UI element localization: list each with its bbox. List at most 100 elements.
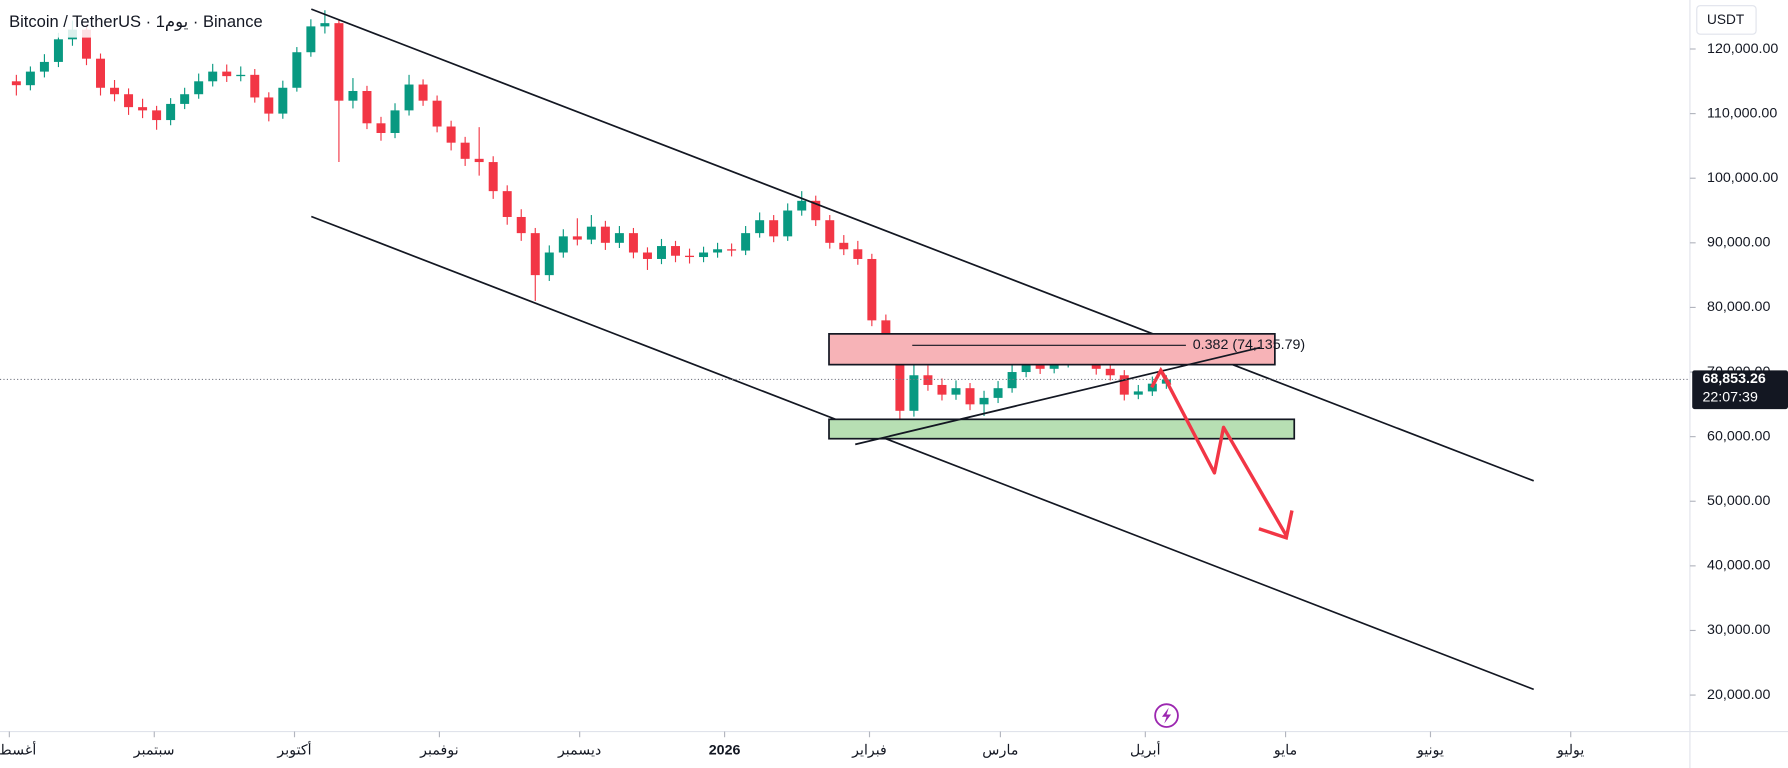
candle-body bbox=[600, 226, 610, 243]
candle-body bbox=[124, 94, 134, 108]
candle-body bbox=[96, 58, 105, 88]
resistance-zone bbox=[828, 333, 1276, 366]
currency-label: USDT bbox=[1707, 12, 1745, 27]
candle-body bbox=[685, 255, 695, 258]
candle-body bbox=[236, 74, 246, 77]
fib-label: 0.382 (74,135.79) bbox=[1193, 337, 1305, 353]
y-tick-label: 60,000.00 bbox=[1707, 428, 1770, 444]
candle-body bbox=[208, 71, 218, 82]
candle-body bbox=[614, 233, 624, 243]
candle-body bbox=[867, 258, 877, 321]
candle-body bbox=[713, 249, 723, 253]
candle-body bbox=[194, 81, 204, 95]
candle-body bbox=[25, 71, 35, 86]
x-tick-label: أكتوبر bbox=[276, 740, 311, 759]
candle-body bbox=[138, 107, 148, 111]
x-tick-label: أبريل bbox=[1130, 740, 1161, 759]
candle-body bbox=[811, 200, 821, 221]
last-price-label: 68,853.26 bbox=[1702, 371, 1765, 387]
candle-body bbox=[572, 236, 582, 240]
candle-body bbox=[222, 71, 232, 77]
candle-body bbox=[404, 84, 414, 111]
title-bg bbox=[0, 5, 286, 38]
candle-body bbox=[502, 191, 512, 217]
channel-lower bbox=[310, 215, 1535, 691]
candle-body bbox=[292, 52, 302, 88]
candle-body bbox=[586, 226, 596, 240]
chart-title: Bitcoin / TetherUS · 1يوم · Binance bbox=[9, 12, 263, 32]
candle-body bbox=[755, 220, 765, 234]
last-price-box bbox=[1692, 370, 1788, 410]
candle-body bbox=[390, 110, 400, 133]
candle-body bbox=[418, 84, 428, 101]
candle-body bbox=[348, 90, 358, 101]
candle-body bbox=[278, 87, 288, 114]
y-tick-label: 50,000.00 bbox=[1707, 493, 1770, 509]
candle-body bbox=[53, 39, 63, 62]
candle-body bbox=[1119, 375, 1129, 395]
candle-body bbox=[825, 220, 835, 243]
x-tick-label: فبراير bbox=[851, 743, 887, 759]
projection-arrow bbox=[1159, 369, 1288, 537]
x-tick-label: ديسمبر bbox=[557, 743, 601, 759]
candle-body bbox=[951, 388, 961, 395]
candle-body bbox=[558, 236, 568, 253]
candle-body bbox=[797, 200, 807, 211]
candle-body bbox=[642, 252, 652, 259]
x-tick-label: يوليو bbox=[1556, 743, 1584, 759]
countdown-label: 22:07:39 bbox=[1702, 389, 1758, 405]
trend-line bbox=[855, 346, 1261, 446]
arrow-head bbox=[1150, 366, 1172, 389]
event-icon-bolt bbox=[1161, 707, 1172, 724]
candle-body bbox=[909, 375, 919, 411]
candle-body bbox=[516, 216, 526, 234]
candle-body bbox=[152, 110, 162, 121]
y-tick-label: 120,000.00 bbox=[1707, 41, 1778, 57]
x-tick-label: مارس bbox=[982, 743, 1018, 759]
support-zone bbox=[828, 418, 1296, 440]
candle-body bbox=[1105, 368, 1115, 376]
x-tick-label: نوفمبر bbox=[419, 743, 459, 759]
candle-body bbox=[853, 249, 863, 259]
event-icon[interactable] bbox=[1154, 703, 1179, 728]
candle-body bbox=[180, 94, 190, 104]
candle-body bbox=[110, 87, 120, 95]
candle-body bbox=[965, 388, 975, 405]
y-tick-label: 40,000.00 bbox=[1707, 558, 1770, 574]
candle-body bbox=[727, 249, 737, 251]
candle-body bbox=[166, 103, 176, 121]
candle-body bbox=[460, 142, 470, 159]
candle-body bbox=[923, 375, 933, 385]
candle-body bbox=[432, 100, 442, 127]
x-tick-label: مايو bbox=[1273, 743, 1297, 759]
candle-body bbox=[11, 81, 21, 86]
candle-body bbox=[741, 233, 751, 251]
candle-body bbox=[769, 220, 779, 237]
candle-body bbox=[993, 388, 1003, 398]
candle-body bbox=[895, 346, 905, 411]
y-tick-label: 100,000.00 bbox=[1707, 170, 1778, 186]
candle-body bbox=[1007, 372, 1017, 389]
y-tick-label: 20,000.00 bbox=[1707, 687, 1770, 703]
currency-button[interactable] bbox=[1696, 5, 1757, 35]
y-tick-label: 80,000.00 bbox=[1707, 299, 1770, 315]
channel-upper bbox=[310, 8, 1535, 482]
y-tick-label: 90,000.00 bbox=[1707, 235, 1770, 251]
x-tick-label: سبتمبر bbox=[133, 743, 175, 759]
candle-body bbox=[783, 210, 793, 237]
candle-body bbox=[446, 126, 456, 143]
y-tick-label: 110,000.00 bbox=[1707, 105, 1777, 121]
candle-body bbox=[544, 252, 554, 276]
arrow-head bbox=[1258, 510, 1294, 541]
candle-body bbox=[264, 97, 274, 114]
drawings bbox=[310, 8, 1535, 691]
x-tick-label: 2026 bbox=[709, 743, 741, 759]
candle-body bbox=[530, 233, 540, 276]
candle-body bbox=[671, 246, 680, 256]
candle-body bbox=[474, 158, 484, 163]
candle-body bbox=[979, 397, 989, 405]
axes: 120,000.00 110,000.00 100,000.00 90,000.00 8… bbox=[0, 41, 1788, 759]
candle-body bbox=[488, 162, 498, 192]
y-tick-label: 30,000.00 bbox=[1707, 622, 1770, 638]
